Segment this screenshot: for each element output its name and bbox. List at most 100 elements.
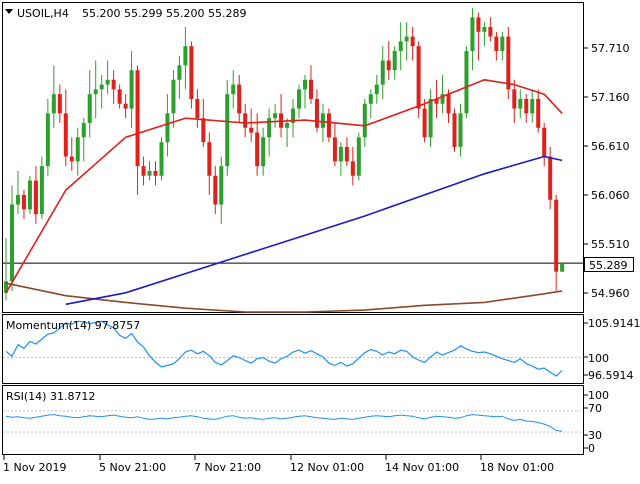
momentum-tick-label: 105.9141 [588, 317, 640, 330]
rsi-series-layer [3, 410, 583, 433]
time-axis: 1 Nov 2019 5 Nov 21:00 7 Nov 21:00 12 No… [3, 455, 554, 474]
momentum-panel-frame [2, 314, 584, 384]
candle-body [81, 122, 86, 138]
candle-body [434, 98, 439, 104]
candle-body [350, 161, 355, 176]
candle-body [135, 70, 140, 167]
price-tick-label: 54.960 [591, 287, 630, 300]
candle-body [225, 94, 230, 167]
candle-body [536, 98, 541, 128]
candle-body [410, 36, 415, 47]
candle-body [45, 113, 50, 167]
candle-body [255, 132, 260, 167]
candle-body [27, 180, 32, 210]
candle-body [4, 281, 8, 293]
candle-body [518, 98, 523, 109]
mid-moving-average-line [65, 155, 563, 306]
candle-body [177, 65, 182, 80]
candle-body [9, 204, 14, 282]
candle-body [368, 94, 373, 104]
candle-body [51, 94, 56, 114]
candle-body [374, 84, 379, 95]
candle-body [440, 94, 445, 104]
candle-body [183, 46, 188, 66]
candle-body [476, 17, 481, 32]
candle-body [542, 127, 547, 157]
candle-body [213, 175, 218, 205]
price-tick-label: 56.060 [591, 189, 630, 202]
candle-body [15, 194, 20, 205]
candle-body [398, 41, 403, 51]
candle-body [488, 26, 493, 37]
rsi-tick-label: 0 [588, 442, 595, 455]
time-tick-label: 7 Nov 21:00 [194, 461, 261, 474]
candle-body [332, 137, 337, 162]
candle-body [464, 50, 469, 114]
candle-body [87, 94, 92, 123]
candle-body [267, 118, 272, 138]
rsi-line [5, 414, 563, 432]
candle-body [362, 103, 367, 138]
candle-body [93, 89, 98, 95]
candle-body [153, 170, 158, 176]
candle-body [386, 60, 391, 71]
candle-body [356, 137, 361, 176]
candle-body [69, 156, 74, 162]
candle-body [159, 142, 164, 176]
current-price-tag [584, 257, 634, 272]
candle-body [189, 46, 194, 99]
price-tick-label: 57.710 [591, 42, 630, 55]
candle-body [494, 36, 499, 51]
price-series-layer [3, 7, 583, 313]
candle-body [249, 127, 254, 133]
momentum-indicator-label: Momentum(14) 97.8757 [6, 319, 140, 332]
candle-body [470, 17, 475, 51]
candle-body [99, 84, 104, 90]
candle-body [237, 84, 242, 114]
candle-body [326, 113, 331, 138]
candle-body [231, 84, 236, 95]
candle-body [452, 113, 457, 147]
candle-body [524, 98, 529, 114]
candle-body [39, 166, 44, 215]
candle-body [261, 137, 266, 167]
momentum-tick-label: 100 [588, 352, 609, 365]
rsi-panel-frame [2, 385, 584, 455]
candle-body [314, 98, 319, 128]
candle-body [297, 89, 302, 109]
time-tick-label: 14 Nov 01:00 [385, 461, 459, 474]
candle-body [117, 89, 122, 104]
candle-body [338, 146, 343, 162]
current-price-label: 55.289 [589, 259, 628, 272]
candle-body [530, 98, 535, 114]
candle-body [506, 36, 511, 90]
price-panel-frame [2, 2, 584, 313]
candle-body [129, 70, 134, 109]
price-tick-label: 55.510 [591, 238, 630, 251]
candle-body [273, 113, 278, 119]
candle-body [500, 36, 505, 51]
candle-body [195, 98, 200, 119]
candle-body [392, 50, 397, 71]
time-tick-label: 5 Nov 21:00 [99, 461, 166, 474]
time-tick-label: 18 Nov 01:00 [480, 461, 554, 474]
candle-body [207, 142, 212, 176]
fast-moving-average-line [5, 79, 563, 294]
candle-body [560, 263, 565, 272]
candle-body [512, 89, 517, 109]
candle-body [428, 98, 433, 138]
momentum-series-layer [3, 320, 583, 377]
candle-body [111, 79, 116, 90]
candle-body [63, 113, 68, 157]
candle-body [416, 46, 421, 109]
candle-body [320, 113, 325, 128]
candle-body [75, 137, 80, 162]
candle-body [303, 79, 307, 90]
candle-body [21, 194, 26, 210]
candle-body [482, 26, 487, 32]
symbol-dropdown-icon[interactable] [5, 9, 13, 14]
candle-body [33, 180, 38, 215]
candle-body [123, 103, 128, 109]
candle-body [171, 79, 176, 114]
